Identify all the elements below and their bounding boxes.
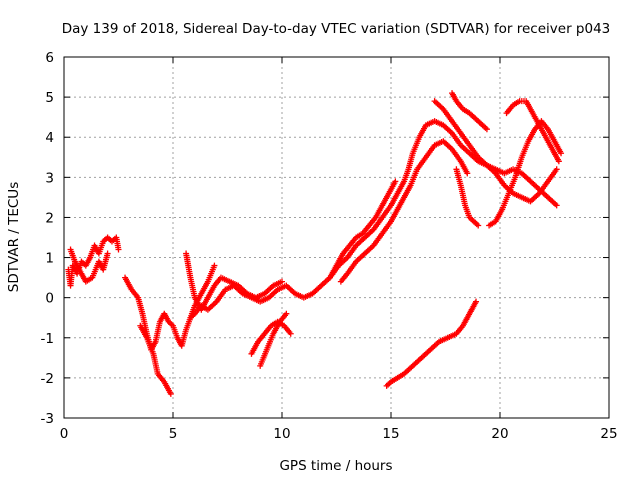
- series-trace-o: [453, 166, 482, 229]
- data-point: [187, 314, 194, 321]
- x-tick-label: 25: [600, 426, 617, 442]
- x-tick-label: 20: [491, 426, 508, 442]
- data-point: [392, 178, 399, 185]
- series-trace-n: [503, 98, 562, 165]
- x-tick-label: 0: [60, 426, 69, 442]
- data-point: [553, 202, 560, 209]
- data-point: [553, 166, 560, 173]
- data-point: [279, 278, 285, 285]
- data-point: [453, 166, 460, 173]
- series-trace-e: [183, 250, 285, 313]
- data-point: [464, 170, 471, 177]
- y-tick-label: 3: [45, 170, 54, 186]
- y-axis-label: SDTVAR / TECUs: [6, 182, 22, 292]
- data-point: [104, 250, 111, 257]
- series-trace-j: [337, 138, 471, 285]
- x-tick-label: 5: [169, 426, 178, 442]
- series-trace-d: [137, 322, 174, 397]
- series-trace-p: [383, 298, 480, 389]
- y-tick-label: -1: [41, 331, 54, 347]
- y-tick-label: 0: [45, 291, 54, 307]
- series-trace-a: [65, 234, 122, 289]
- series-trace-f: [187, 262, 218, 321]
- x-axis-label: GPS time / hours: [279, 458, 392, 474]
- x-tick-label: 10: [273, 426, 290, 442]
- data-point: [167, 390, 174, 397]
- grid: [64, 57, 609, 418]
- data-point: [115, 246, 122, 253]
- y-tick-label: 2: [45, 210, 54, 226]
- data-point: [555, 158, 562, 165]
- series-trace-l: [449, 90, 490, 133]
- y-tick-label: -3: [41, 411, 54, 427]
- series-trace-k: [431, 98, 560, 205]
- chart-title: Day 139 of 2018, Sidereal Day-to-day VTE…: [62, 21, 611, 37]
- data-point: [473, 298, 480, 305]
- data-point: [483, 126, 490, 133]
- data-points: [65, 90, 565, 397]
- y-tick-label: 4: [45, 130, 54, 146]
- series-trace-g: [248, 318, 294, 357]
- series-trace-m: [486, 118, 565, 229]
- series-trace-b: [67, 246, 111, 285]
- y-tick-label: 6: [45, 50, 54, 66]
- data-point: [558, 150, 565, 157]
- y-tick-label: -2: [41, 371, 54, 387]
- data-point: [287, 330, 294, 337]
- y-tick-label: 5: [45, 90, 54, 106]
- x-tick-label: 15: [382, 426, 399, 442]
- plot-frame: [63, 56, 610, 419]
- series-trace-i: [326, 178, 399, 281]
- series-trace-h: [257, 310, 290, 369]
- data-point: [283, 310, 290, 317]
- y-tick-label: 1: [45, 251, 54, 267]
